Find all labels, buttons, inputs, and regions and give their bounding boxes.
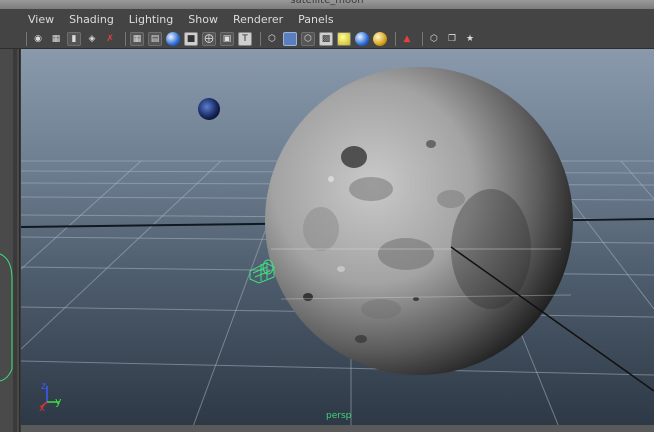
shadows-icon[interactable] <box>355 32 369 46</box>
toolbar-separator <box>125 32 126 46</box>
panel-menu-bar: View Shading Lighting Show Renderer Pane… <box>0 9 654 30</box>
safe-title-icon[interactable]: T <box>238 32 252 46</box>
toolbar-separator <box>260 32 261 46</box>
axis-z-label: z <box>41 381 46 392</box>
resolution-gate-icon[interactable] <box>166 32 180 46</box>
toolbar-separator <box>26 32 27 46</box>
left-panel-selection-sketch <box>0 253 13 382</box>
grease-pencil-icon[interactable]: ✗ <box>106 33 114 44</box>
axis-gizmo: z y x <box>39 381 62 414</box>
camera-attributes-icon[interactable]: ▦ <box>51 33 61 44</box>
axis-x-label: x <box>39 403 45 414</box>
bookmarks-icon[interactable]: ▮ <box>67 32 81 46</box>
wireframe-on-shaded-icon[interactable]: ⬡ <box>301 32 315 46</box>
axis-y-label: y <box>55 395 62 408</box>
selected-satellite-wireframe <box>249 259 275 284</box>
film-gate-icon[interactable]: ▤ <box>148 32 162 46</box>
menu-panels[interactable]: Panels <box>298 13 334 26</box>
toolbar-separator <box>395 32 396 46</box>
image-plane-icon[interactable]: ◈ <box>88 33 96 44</box>
earth-sphere <box>198 98 220 120</box>
viewport-scene: z y x <box>21 67 654 432</box>
menu-view[interactable]: View <box>28 13 55 26</box>
menu-show[interactable]: Show <box>188 13 218 26</box>
menu-shading[interactable]: Shading <box>69 13 114 26</box>
persp-viewport[interactable]: z y x persp <box>21 49 654 432</box>
field-chart-icon[interactable]: ⨁ <box>202 32 216 46</box>
window-title: satellite_moon <box>290 0 364 6</box>
select-camera-icon[interactable]: ◉ <box>34 33 42 44</box>
high-quality-lighting-icon[interactable] <box>373 32 387 46</box>
moon-craters <box>303 140 531 343</box>
smooth-shade-icon[interactable] <box>283 32 297 46</box>
xray-joints-icon[interactable]: ❐ <box>447 33 457 44</box>
wireframe-icon[interactable]: ⬡ <box>268 33 276 44</box>
camera-name-label: persp <box>326 411 352 421</box>
manipulator-line <box>450 246 654 392</box>
use-all-lights-icon[interactable] <box>337 32 351 46</box>
left-panel-strip <box>13 49 17 432</box>
toolbar-separator <box>422 32 423 46</box>
window-title-bar: satellite_moon <box>0 0 654 9</box>
gate-mask-icon[interactable]: ■ <box>184 32 198 46</box>
grid-toggle-icon[interactable]: ▦ <box>130 32 144 46</box>
menu-lighting[interactable]: Lighting <box>128 13 174 26</box>
moon-sphere <box>265 67 573 375</box>
left-dock-panel <box>0 49 20 432</box>
viewport-bottom-strip <box>21 425 654 432</box>
menu-renderer[interactable]: Renderer <box>232 13 284 26</box>
xray-components-icon[interactable]: ★ <box>465 33 475 44</box>
safe-action-icon[interactable]: ▣ <box>220 32 234 46</box>
panel-toolbar: ◉ ▦ ▮ ◈ ✗ ▦ ▤ ■ ⨁ ▣ T ⬡ ⬡ ▩ ▲ ⬡ ❐ ★ <box>0 30 654 49</box>
isolate-select-icon[interactable]: ▲ <box>403 33 411 44</box>
textured-icon[interactable]: ▩ <box>319 32 333 46</box>
xray-icon[interactable]: ⬡ <box>430 33 438 44</box>
